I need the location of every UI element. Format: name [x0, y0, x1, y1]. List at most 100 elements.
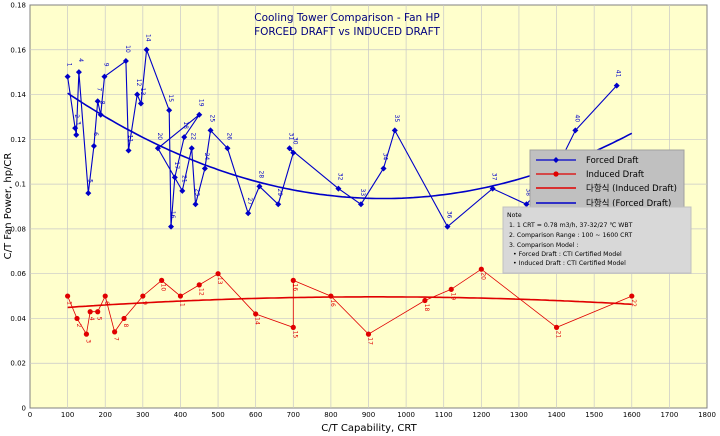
data-point-forced — [75, 69, 82, 76]
data-point-induced — [422, 297, 428, 304]
data-label-induced: 10 — [160, 284, 167, 292]
data-label-induced: 16 — [329, 299, 336, 307]
note-line-1: Note — [507, 212, 522, 219]
data-label-induced: 7 — [113, 337, 120, 341]
data-point-forced — [179, 187, 186, 194]
data-point-forced — [64, 73, 71, 80]
data-label-induced: 6 — [103, 301, 110, 305]
data-point-induced — [215, 271, 221, 277]
y-tick-label: 0.18 — [10, 2, 26, 10]
data-point-induced — [95, 309, 101, 315]
chart-subtitle: FORCED DRAFT vs INDUCED DRAFT — [254, 26, 440, 38]
data-label-induced: 13 — [216, 277, 223, 285]
data-point-forced — [181, 134, 188, 141]
data-label-induced: 15 — [291, 331, 298, 339]
y-tick-label: 0.1 — [15, 181, 26, 189]
data-point-induced — [253, 311, 259, 317]
data-point-forced — [137, 100, 144, 107]
data-label-forced: 25 — [209, 115, 216, 123]
data-point-forced — [357, 201, 364, 208]
data-point-induced — [83, 331, 90, 337]
data-point-forced — [391, 127, 398, 134]
data-point-forced — [290, 149, 297, 156]
data-label-forced: 9 — [102, 63, 109, 67]
y-tick-label: 0.16 — [10, 46, 26, 54]
data-label-forced: 34 — [382, 153, 389, 161]
x-tick-label: 1500 — [585, 411, 603, 419]
data-point-forced — [613, 82, 620, 89]
data-point-forced — [207, 127, 214, 134]
data-point-forced — [85, 190, 92, 197]
data-label-forced: 6 — [92, 132, 99, 136]
data-label-induced: 9 — [141, 301, 148, 305]
x-tick-label: 700 — [287, 411, 300, 419]
data-label-induced: 1 — [66, 301, 73, 305]
data-label-forced: 14 — [145, 34, 152, 42]
data-label-forced: 36 — [445, 211, 452, 219]
data-label-induced: 5 — [96, 317, 103, 321]
data-label-induced: 14 — [254, 317, 261, 325]
x-tick-label: 600 — [249, 411, 262, 419]
data-point-forced — [380, 165, 387, 172]
data-label-induced: 17 — [367, 337, 374, 345]
data-point-induced — [121, 315, 127, 322]
data-label-forced: 28 — [257, 171, 264, 179]
data-point-forced — [188, 145, 195, 152]
x-tick-label: 0 — [28, 411, 32, 419]
data-point-induced — [328, 293, 334, 299]
note-background — [502, 206, 692, 274]
legend-label-forced: Forced Draft — [586, 156, 639, 166]
note-box: Note 1. 1 CRT = 0.78 m3/h, 37-32/27 ℃ WB… — [502, 206, 692, 274]
data-point-forced — [444, 223, 451, 230]
data-label-induced: 21 — [555, 331, 562, 339]
data-label-forced: 24 — [203, 153, 210, 161]
x-tick-label: 1000 — [397, 411, 415, 419]
data-point-forced — [286, 145, 293, 152]
data-point-forced — [154, 145, 161, 152]
data-point-forced — [134, 91, 141, 98]
data-point-induced — [159, 277, 165, 283]
x-tick-label: 900 — [362, 411, 375, 419]
data-point-forced — [125, 147, 132, 154]
legend-label-induced: Induced Draft — [586, 170, 645, 180]
data-point-induced — [448, 286, 454, 292]
data-point-forced — [97, 111, 104, 118]
legend: Forced Draft Induced Draft 다항식 (Induced … — [529, 149, 685, 214]
data-point-forced — [256, 183, 263, 190]
axes: 0 100 200 300 400 500 600 700 800 900 1000 1100 1200… — [10, 2, 716, 420]
data-point-forced — [72, 125, 79, 132]
trendline-induced-draft — [67, 296, 632, 309]
data-point-forced — [94, 98, 101, 105]
data-label-induced: 19 — [449, 293, 456, 301]
data-label-induced: 8 — [122, 324, 129, 328]
data-label-forced: 22 — [190, 132, 197, 140]
data-point-induced — [177, 293, 184, 299]
x-axis-label: C/T Capability, CRT — [321, 423, 417, 434]
data-label-forced: 8 — [99, 101, 106, 105]
data-label-forced: 38 — [524, 188, 531, 196]
data-point-forced — [166, 107, 173, 114]
data-label-forced: 13 — [139, 88, 146, 96]
data-label-forced: 29 — [276, 188, 283, 196]
x-tick-label: 200 — [99, 411, 112, 419]
data-point-forced — [489, 185, 496, 192]
data-label-forced: 30 — [291, 137, 298, 145]
note-line-3: 2. Comparison Range : 100 ~ 1600 CRT — [509, 232, 632, 239]
y-tick-label: 0.06 — [10, 270, 26, 278]
y-tick-label: 0.08 — [10, 225, 26, 233]
x-tick-label: 1300 — [510, 411, 528, 419]
data-point-forced — [335, 185, 342, 192]
legend-label-forced-trend: 다항식 (Forced Draft) — [586, 199, 671, 209]
data-label-forced: 5 — [86, 179, 93, 183]
data-point-induced — [196, 282, 202, 288]
y-tick-label: 0 — [22, 405, 26, 413]
x-tick-label: 400 — [174, 411, 187, 419]
data-point-forced — [101, 73, 108, 80]
data-point-forced — [192, 201, 199, 208]
legend-induced-marker — [553, 171, 559, 177]
x-tick-label: 1400 — [548, 411, 566, 419]
data-point-forced — [224, 145, 231, 152]
data-label-induced: 16 — [291, 284, 298, 292]
data-label-forced: 35 — [393, 115, 400, 123]
x-tick-label: 1200 — [472, 411, 490, 419]
